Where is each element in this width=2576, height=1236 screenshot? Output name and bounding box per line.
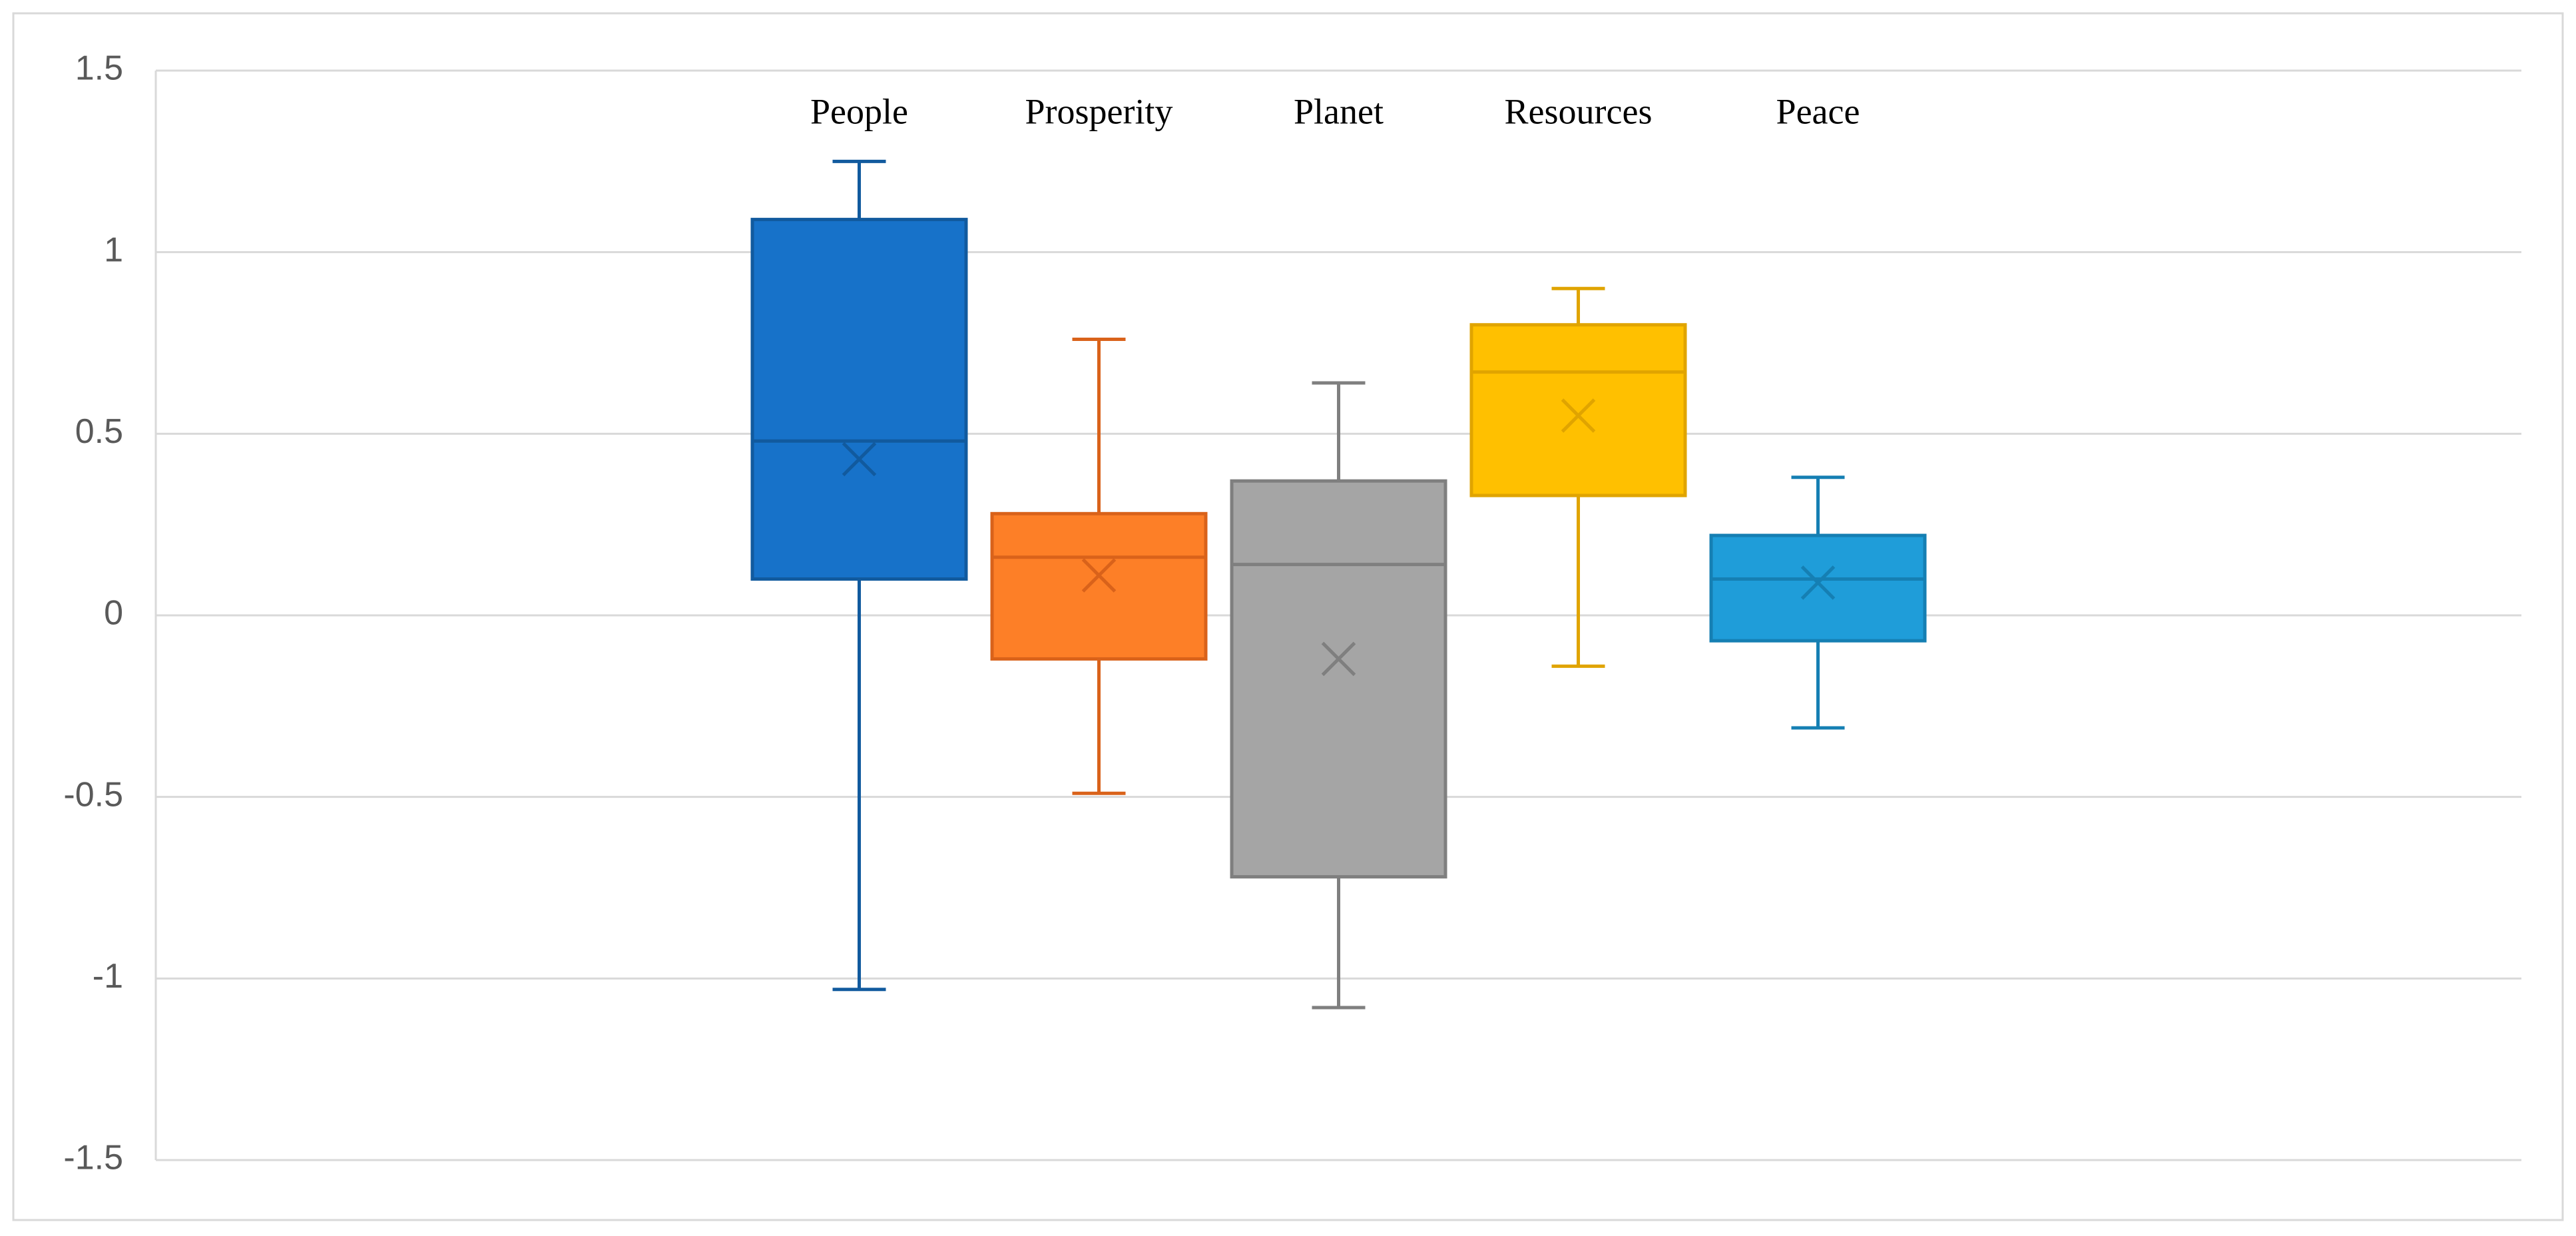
box — [990, 511, 1208, 661]
series-label: Prosperity — [1025, 91, 1173, 131]
mean-marker — [1081, 558, 1117, 593]
y-tick-label: 0 — [104, 594, 123, 633]
mean-marker — [842, 442, 877, 477]
mean-marker — [1321, 641, 1356, 677]
y-tick-label: 1 — [104, 230, 123, 269]
box — [1469, 323, 1687, 497]
y-tick-label: -1.5 — [63, 1139, 123, 1177]
y-tick-label: -1 — [93, 957, 123, 996]
series-label: People — [810, 91, 908, 131]
series-label: Planet — [1294, 91, 1384, 131]
mean-marker — [1800, 565, 1836, 600]
box — [1709, 533, 1927, 643]
box — [1230, 479, 1447, 879]
y-tick-label: 0.5 — [75, 412, 123, 451]
y-tick-label: 1.5 — [75, 49, 123, 88]
mean-marker — [1561, 398, 1596, 433]
y-tick-label: -0.5 — [63, 775, 123, 814]
box — [750, 218, 968, 581]
series-label: Resources — [1505, 91, 1653, 131]
series-label: Peace — [1776, 91, 1860, 131]
